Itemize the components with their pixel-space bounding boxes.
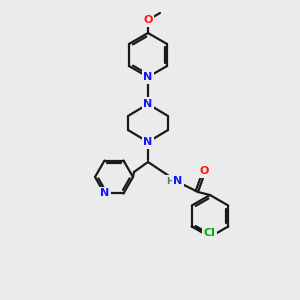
Text: N: N xyxy=(143,99,153,109)
Text: N: N xyxy=(143,137,153,147)
Text: N: N xyxy=(173,176,183,186)
Text: H: H xyxy=(166,176,174,185)
Text: Cl: Cl xyxy=(204,227,216,238)
Text: O: O xyxy=(143,15,153,25)
Text: N: N xyxy=(100,188,109,199)
Text: O: O xyxy=(199,166,209,176)
Text: N: N xyxy=(143,72,153,82)
